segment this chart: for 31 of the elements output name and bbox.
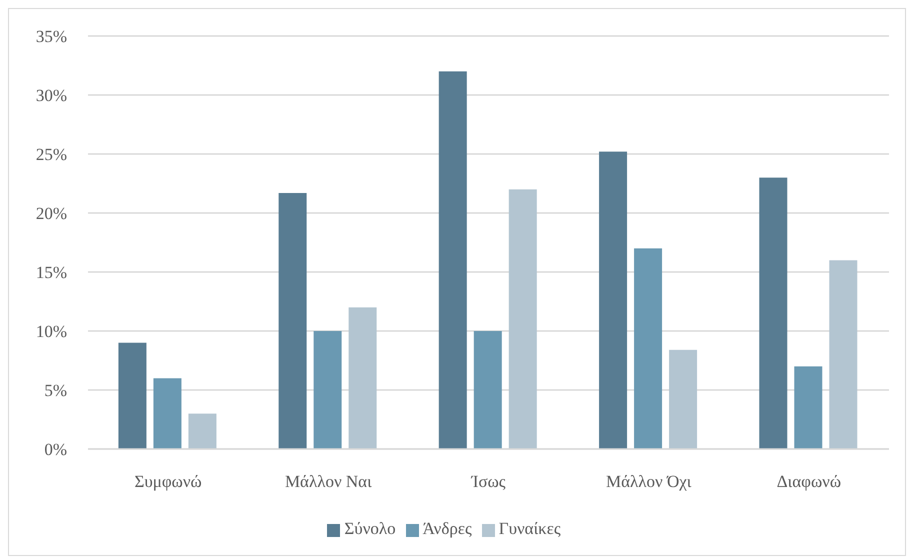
bar [829,260,858,449]
y-tick-label: 35% [36,27,67,46]
bar [438,71,467,449]
bar [669,350,698,449]
bar [278,192,307,449]
x-tick-label: Συμφωνώ [134,472,202,492]
bar [794,366,822,449]
x-tick-label: Διαφωνώ [776,472,842,492]
bar [508,189,537,449]
y-tick-label: 30% [36,86,67,106]
bar [474,331,502,449]
legend-label: Σύνολο [344,519,396,538]
legend-label: Άνδρες [422,519,472,538]
bar [153,378,182,449]
bar [348,307,377,449]
bar [118,342,146,449]
bar [634,248,662,449]
x-tick-label: Μάλλον Όχι [606,472,692,492]
bar [188,414,216,449]
x-tick-label: Ίσως [470,472,506,492]
y-tick-label: 10% [36,322,67,342]
y-tick-label: 15% [36,263,67,282]
bar [759,178,788,449]
legend-label: Γυναίκες [498,519,561,538]
y-tick-label: 0% [44,440,67,460]
y-tick-label: 20% [36,204,67,224]
bar [599,152,628,449]
y-tick-label: 5% [44,381,67,400]
x-tick-label: Μάλλον Ναι [284,472,372,492]
y-tick-label: 25% [36,145,67,164]
bar [314,331,342,449]
